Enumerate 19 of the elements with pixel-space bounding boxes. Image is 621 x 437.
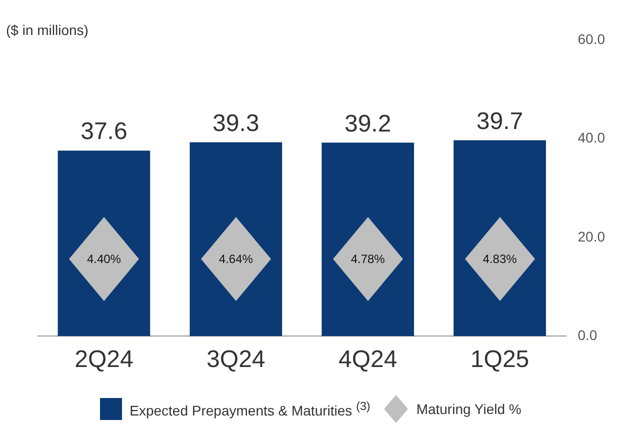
- annotation: 4.78%: [350, 252, 385, 266]
- data-label: 39.3: [212, 110, 260, 137]
- y-axis-title: ($ in millions): [6, 22, 88, 38]
- text: Maturing Yield %: [416, 401, 522, 417]
- y-tick-label: 20.0: [578, 228, 606, 244]
- y-tick-label: 0.0: [578, 327, 598, 344]
- data-label: 39.2: [344, 110, 392, 138]
- y-tick-label: 60.0: [578, 30, 606, 47]
- x-tick-label: 4Q24: [338, 346, 398, 374]
- x-tick-label: 3Q24: [206, 346, 266, 374]
- data-label: 37.6: [80, 118, 128, 146]
- annotation: 4.40%: [86, 252, 121, 266]
- annotation: 4.64%: [218, 252, 253, 266]
- x-tick-label: 1Q25: [470, 346, 530, 374]
- y-tick-label: 40.0: [578, 130, 606, 146]
- data-label: 39.7: [476, 108, 524, 135]
- legend-label: Expected Prepayments & Maturities $^{(3)}$: [130, 400, 370, 418]
- x-tick-label: 2Q24: [74, 346, 134, 374]
- annotation: 4.83%: [482, 252, 517, 266]
